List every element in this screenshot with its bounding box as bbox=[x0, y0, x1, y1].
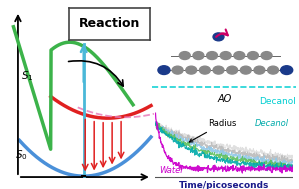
Circle shape bbox=[261, 52, 272, 60]
Text: Time/picoseconds: Time/picoseconds bbox=[179, 181, 269, 189]
Circle shape bbox=[234, 52, 245, 60]
Circle shape bbox=[227, 66, 238, 74]
Text: Decanol: Decanol bbox=[255, 119, 289, 128]
Circle shape bbox=[186, 66, 197, 74]
Circle shape bbox=[213, 66, 224, 74]
Circle shape bbox=[213, 33, 224, 41]
Text: Reaction: Reaction bbox=[78, 17, 140, 30]
Circle shape bbox=[199, 66, 210, 74]
Circle shape bbox=[193, 52, 204, 60]
Circle shape bbox=[158, 66, 170, 74]
Text: $S_1$: $S_1$ bbox=[21, 69, 33, 83]
Circle shape bbox=[240, 66, 251, 74]
Circle shape bbox=[248, 52, 258, 60]
Text: Water: Water bbox=[160, 166, 184, 175]
Circle shape bbox=[179, 52, 190, 60]
Circle shape bbox=[207, 52, 217, 60]
Circle shape bbox=[220, 52, 231, 60]
Circle shape bbox=[268, 66, 278, 74]
Text: Decanol: Decanol bbox=[259, 97, 296, 106]
Text: AO: AO bbox=[217, 94, 231, 104]
Circle shape bbox=[281, 66, 293, 74]
Circle shape bbox=[254, 66, 265, 74]
Text: Radius: Radius bbox=[189, 119, 236, 142]
Text: $S_0$: $S_0$ bbox=[15, 148, 28, 162]
Circle shape bbox=[172, 66, 183, 74]
